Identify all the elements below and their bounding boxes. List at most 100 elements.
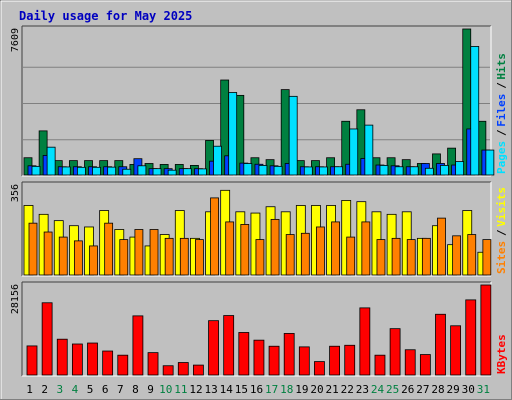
bar-sites-day-10 <box>164 237 174 276</box>
bar-kbytes-day-14 <box>223 315 235 376</box>
bar-pages-day-26 <box>409 166 419 176</box>
bar-sites-day-28 <box>437 217 446 276</box>
legend-separator: / <box>495 82 508 89</box>
x-tick-label-day-5: 5 <box>87 383 94 396</box>
legend-separator: / <box>495 229 508 236</box>
x-tick-label-day-15: 15 <box>235 383 248 396</box>
bar-sites-day-4 <box>73 240 83 276</box>
bar-kbytes-day-19 <box>298 346 310 376</box>
bar-pages-day-19 <box>303 166 313 176</box>
bar-kbytes-day-12 <box>193 364 204 376</box>
bar-sites-day-13 <box>210 197 219 276</box>
bar-pages-day-13 <box>213 145 222 176</box>
x-tick-label-day-29: 29 <box>447 383 460 396</box>
legend-item-hits: Hits <box>495 53 508 80</box>
legend-item-kbytes: KBytes <box>495 334 508 374</box>
bar-kbytes-day-30 <box>465 299 477 376</box>
bar-sites-day-23 <box>361 221 371 276</box>
bar-pages-day-4 <box>76 166 86 176</box>
bar-sites-day-11 <box>179 237 189 276</box>
chart-title: Daily usage for May 2025 <box>19 9 192 23</box>
bar-pages-day-28 <box>440 165 449 176</box>
bar-pages-day-21 <box>334 166 343 176</box>
bar-pages-day-17 <box>273 165 283 176</box>
y-axis-max-label: 7609 <box>10 28 21 52</box>
bar-sites-day-31 <box>482 239 492 276</box>
bar-pages-day-1 <box>31 165 41 176</box>
bar-pages-day-7 <box>122 168 132 176</box>
bar-kbytes-day-20 <box>314 361 325 376</box>
legend-bottom: KBytes <box>495 334 508 374</box>
bar-pages-day-6 <box>107 166 117 176</box>
bar-sites-day-21 <box>331 221 340 276</box>
bar-sites-day-19 <box>300 232 310 276</box>
bar-sites-day-16 <box>255 239 265 276</box>
bar-kbytes-day-4 <box>71 343 83 376</box>
bar-sites-day-18 <box>285 234 295 276</box>
bar-sites-day-2 <box>43 231 53 276</box>
bar-pages-day-24 <box>379 165 389 176</box>
bar-kbytes-day-10 <box>162 365 174 376</box>
x-tick-label-day-19: 19 <box>295 383 308 396</box>
bar-pages-day-2 <box>46 146 56 176</box>
bar-kbytes-day-8 <box>132 315 144 376</box>
y-axis-max-label: 356 <box>10 184 21 202</box>
bar-kbytes-day-15 <box>238 332 250 376</box>
bar-kbytes-day-25 <box>389 328 401 376</box>
bar-sites-day-20 <box>316 226 325 276</box>
legend-item-sites: Sites <box>495 241 508 274</box>
x-tick-label-day-25: 25 <box>386 383 399 396</box>
x-tick-label-day-27: 27 <box>416 383 429 396</box>
x-tick-label-day-1: 1 <box>26 383 33 396</box>
bar-kbytes-day-28 <box>435 313 446 376</box>
bar-pages-day-23 <box>364 124 374 176</box>
y-axis-max-label: 28156 <box>10 284 21 314</box>
bar-sites-day-8 <box>134 229 144 276</box>
bar-kbytes-day-29 <box>450 325 462 376</box>
bar-pages-day-31 <box>485 149 495 176</box>
x-tick-label-day-31: 31 <box>477 383 490 396</box>
bar-pages-day-9 <box>152 168 162 176</box>
bar-sites-day-3 <box>58 236 68 276</box>
bar-pages-day-14 <box>228 92 238 176</box>
bar-pages-day-3 <box>61 166 71 176</box>
bar-kbytes-day-16 <box>253 339 265 376</box>
bar-sites-day-1 <box>28 222 38 276</box>
bar-kbytes-day-1 <box>26 345 38 376</box>
bar-sites-day-15 <box>240 224 250 276</box>
x-tick-label-day-9: 9 <box>147 383 154 396</box>
bar-pages-day-12 <box>198 168 207 176</box>
legend-separator: / <box>495 129 508 136</box>
legend-item-files: Files <box>495 94 508 127</box>
bar-pages-day-29 <box>455 161 465 176</box>
bar-sites-day-12 <box>195 239 204 276</box>
x-tick-label-day-28: 28 <box>431 383 444 396</box>
bar-kbytes-day-27 <box>419 354 431 376</box>
bar-hits-day-18 <box>280 89 290 176</box>
bar-kbytes-day-11 <box>177 362 189 376</box>
bar-sites-day-22 <box>346 236 356 276</box>
x-tick-label-day-13: 13 <box>204 383 217 396</box>
bar-sites-day-14 <box>225 221 235 276</box>
bar-kbytes-day-26 <box>404 349 416 376</box>
bar-pages-day-20 <box>319 166 328 176</box>
bar-pages-day-25 <box>394 166 404 176</box>
bar-kbytes-day-13 <box>208 320 219 376</box>
x-tick-label-day-26: 26 <box>401 383 414 396</box>
legend-middle: Sites / Visits <box>495 187 508 274</box>
bar-kbytes-day-9 <box>147 352 159 376</box>
panel-visits-sites: 356 Sites / Visits <box>10 181 508 277</box>
bar-sites-day-29 <box>452 235 462 276</box>
x-tick-label-day-10: 10 <box>159 383 172 396</box>
bar-sites-day-7 <box>119 239 129 276</box>
bar-pages-day-30 <box>470 46 480 176</box>
x-tick-label-day-2: 2 <box>41 383 48 396</box>
x-tick-label-day-4: 4 <box>72 383 79 396</box>
x-tick-label-day-11: 11 <box>174 383 187 396</box>
bar-kbytes-day-21 <box>329 345 340 376</box>
bar-kbytes-day-18 <box>283 333 295 376</box>
bar-sites-day-5 <box>89 245 98 276</box>
x-tick-label-day-3: 3 <box>57 383 64 396</box>
x-tick-label-day-16: 16 <box>250 383 263 396</box>
